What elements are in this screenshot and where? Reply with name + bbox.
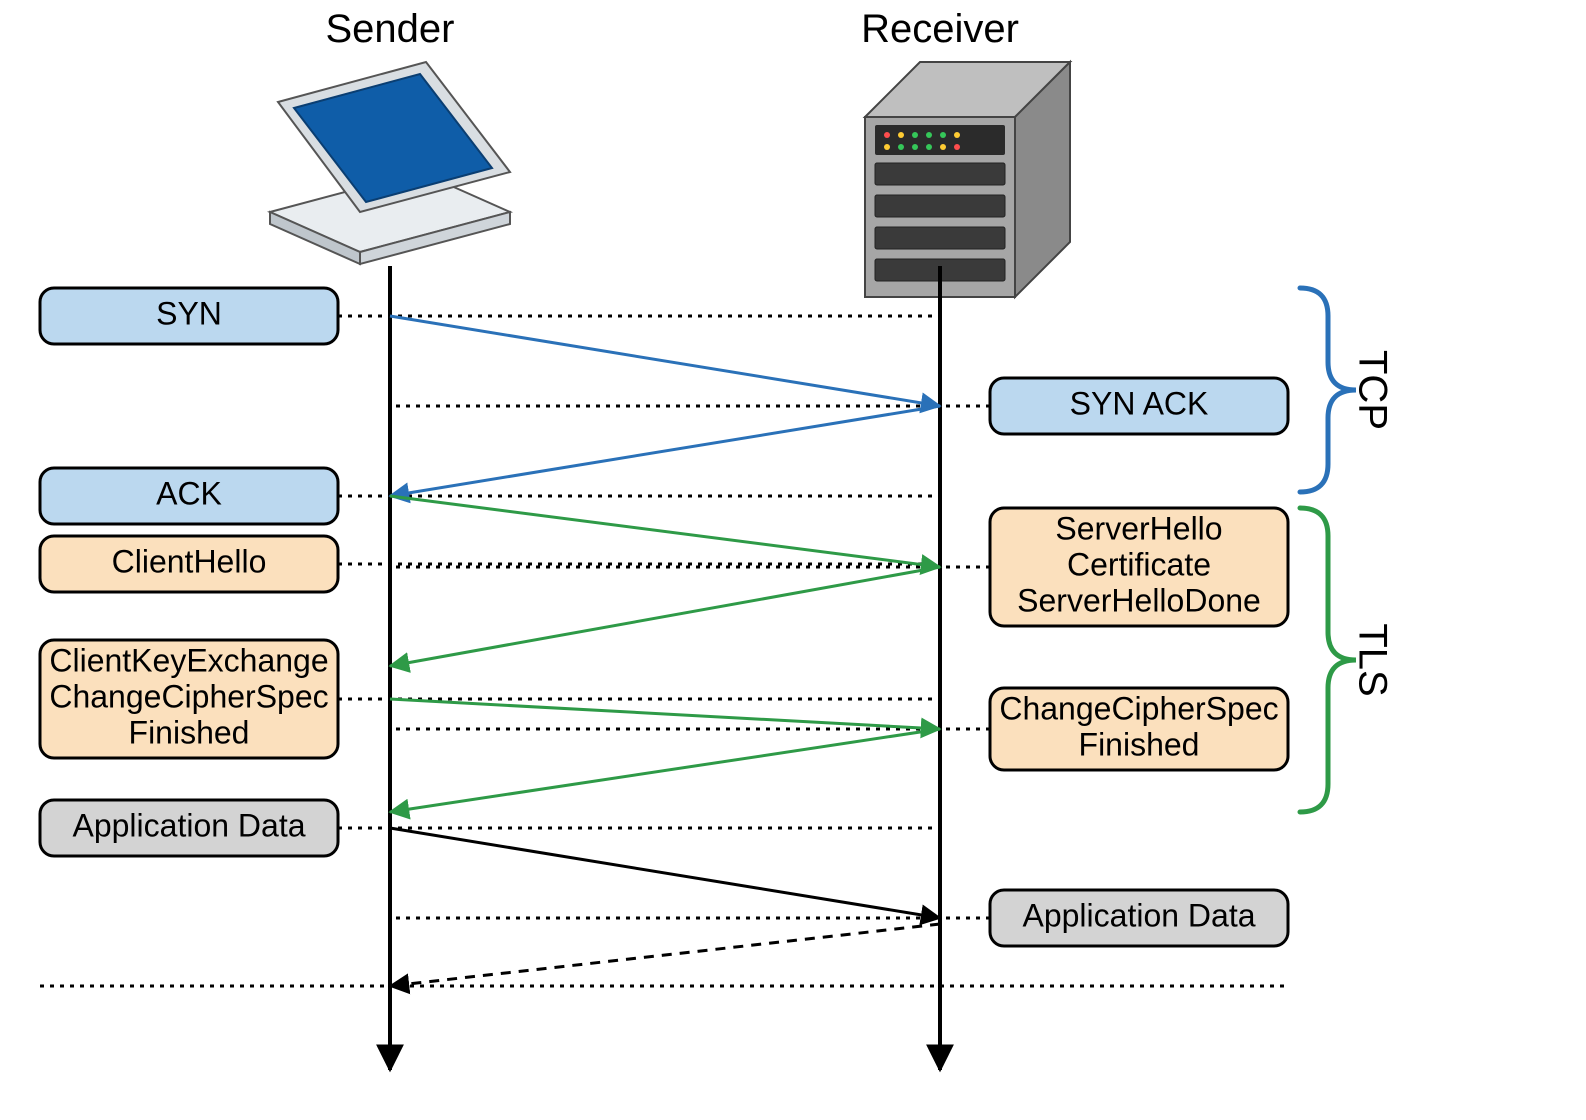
box-srvccs: ChangeCipherSpecFinished	[990, 688, 1288, 770]
box-srvhello-line-2: ServerHelloDone	[1017, 582, 1261, 618]
box-srvhello-line-0: ServerHello	[1055, 510, 1222, 546]
brace-tcp	[1300, 288, 1356, 492]
box-srvhello-line-1: Certificate	[1067, 546, 1211, 582]
box-ack-line-0: ACK	[156, 475, 222, 511]
box-clihello-line-0: ClientHello	[112, 543, 267, 579]
box-clihello: ClientHello	[40, 536, 338, 592]
arrow-1	[390, 406, 940, 496]
box-synack: SYN ACK	[990, 378, 1288, 434]
box-clikex-line-2: Finished	[129, 714, 250, 750]
arrow-6	[390, 828, 940, 918]
box-clikex: ClientKeyExchangeChangeCipherSpecFinishe…	[40, 640, 338, 758]
box-appdata_r-line-0: Application Data	[1022, 897, 1255, 933]
server-icon	[865, 62, 1070, 297]
box-srvccs-line-1: Finished	[1079, 726, 1200, 762]
phase-label-tls: TLS	[1350, 623, 1394, 696]
box-clikex-line-0: ClientKeyExchange	[49, 642, 328, 678]
arrow-3	[390, 567, 940, 666]
arrow-4	[390, 699, 940, 729]
box-syn: SYN	[40, 288, 338, 344]
svg-text:Sender: Sender	[326, 7, 455, 51]
brace-tls	[1300, 508, 1356, 812]
box-appdata_r: Application Data	[990, 890, 1288, 946]
arrow-0	[390, 316, 940, 406]
box-appdata_s-line-0: Application Data	[72, 807, 305, 843]
phase-label-tcp: TCP	[1350, 350, 1394, 430]
box-synack-line-0: SYN ACK	[1070, 385, 1209, 421]
svg-text:Receiver: Receiver	[861, 7, 1019, 51]
box-ack: ACK	[40, 468, 338, 524]
box-syn-line-0: SYN	[156, 295, 222, 331]
box-srvccs-line-0: ChangeCipherSpec	[999, 690, 1278, 726]
arrow-7	[390, 924, 940, 986]
laptop-icon	[270, 62, 510, 264]
box-appdata_s: Application Data	[40, 800, 338, 856]
arrow-2	[390, 496, 940, 567]
arrow-5	[390, 729, 940, 812]
box-clikex-line-1: ChangeCipherSpec	[49, 678, 328, 714]
sequence-diagram: Sender Receiver SYN SYN ACK ACK ClientHello Se…	[0, 0, 1586, 1120]
box-srvhello: ServerHelloCertificateServerHelloDone	[990, 508, 1288, 626]
